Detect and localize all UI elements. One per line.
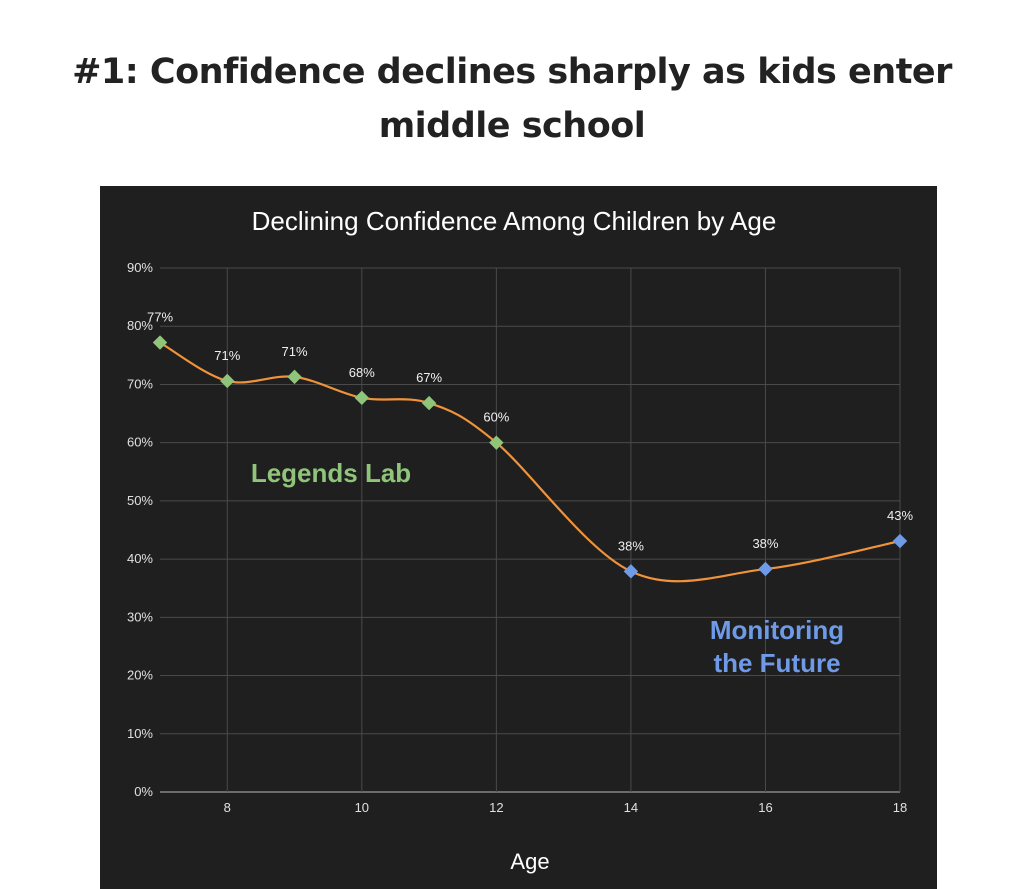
annotations: Legends Lab Monitoring the Future	[251, 458, 844, 678]
data-point-marker	[354, 390, 370, 406]
y-tick-label: 80%	[127, 318, 153, 333]
data-point-marker	[623, 564, 639, 579]
grid	[160, 267, 901, 793]
chart-title: Declining Confidence Among Children by A…	[252, 206, 777, 236]
data-label: 71%	[282, 344, 308, 359]
page-heading-line1: #1: Confidence declines sharply as kids …	[72, 52, 952, 93]
y-axis-ticks: 0% 10% 20% 30% 40% 50% 60% 70% 80% 90%	[127, 260, 153, 799]
data-label: 60%	[483, 410, 509, 425]
chart-panel: Declining Confidence Among Children by A…	[100, 186, 937, 889]
data-point-marker	[220, 373, 235, 389]
page-heading-line2: middle school	[378, 106, 646, 147]
x-tick-label: 8	[224, 800, 231, 815]
data-point-marker	[421, 395, 437, 411]
series-lines	[159, 341, 901, 583]
data-point-marker	[758, 561, 773, 577]
annotation-legends-lab: Legends Lab	[251, 458, 411, 488]
y-tick-label: 10%	[127, 726, 153, 741]
confidence-line	[159, 341, 901, 583]
data-point-marker	[892, 533, 908, 549]
y-tick-label: 40%	[127, 551, 153, 566]
data-labels: 77% 71% 71% 68% 67% 60% 38% 38% 43%	[147, 310, 913, 554]
y-tick-label: 90%	[127, 260, 153, 275]
data-label: 71%	[214, 348, 240, 363]
data-label: 38%	[752, 536, 778, 551]
y-tick-label: 0%	[134, 784, 153, 799]
x-tick-label: 14	[624, 800, 638, 815]
data-label: 68%	[349, 365, 375, 380]
data-label: 38%	[618, 538, 644, 553]
x-tick-label: 10	[355, 800, 369, 815]
y-tick-label: 20%	[127, 668, 153, 683]
x-tick-label: 18	[893, 800, 907, 815]
data-point-marker	[152, 335, 168, 350]
annotation-the-future: the Future	[713, 648, 840, 678]
data-point-marker	[287, 369, 302, 385]
data-label: 77%	[147, 310, 173, 325]
x-axis-title: Age	[510, 849, 549, 874]
page-heading: #1: Confidence declines sharply as kids …	[0, 45, 1024, 153]
x-tick-label: 16	[758, 800, 772, 815]
x-tick-label: 12	[489, 800, 503, 815]
data-label: 43%	[887, 508, 913, 523]
y-tick-label: 50%	[127, 493, 153, 508]
y-tick-label: 70%	[127, 376, 153, 391]
annotation-monitoring: Monitoring	[710, 615, 844, 645]
y-tick-label: 30%	[127, 609, 153, 624]
data-label: 67%	[416, 370, 442, 385]
y-tick-label: 60%	[127, 435, 153, 450]
line-chart: Declining Confidence Among Children by A…	[127, 206, 913, 874]
data-point-marker	[489, 435, 504, 450]
series-markers	[152, 335, 908, 579]
x-axis-ticks: 8 10 12 14 16 18	[224, 800, 908, 815]
